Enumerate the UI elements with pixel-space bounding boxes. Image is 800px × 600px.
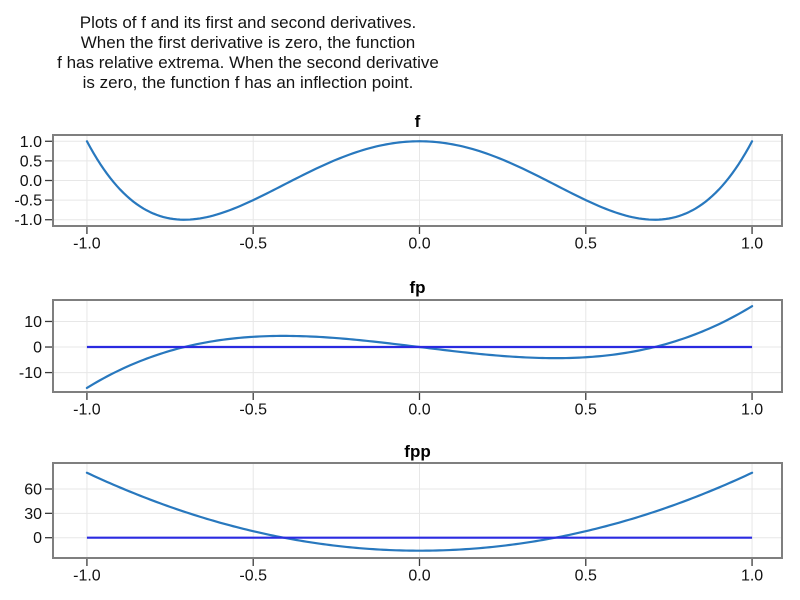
x-tick-label: -1.0 (73, 402, 101, 419)
y-tick-label: 0 (33, 340, 42, 357)
caption-line-4: is zero, the function f has an inflectio… (82, 73, 414, 92)
series-curve-fpp (85, 471, 754, 552)
y-tick-label: 30 (24, 506, 42, 523)
y-tick-label: 0 (33, 530, 42, 547)
y-tick-label: -1.0 (14, 212, 42, 229)
x-tick-label: -0.5 (239, 568, 267, 585)
caption-line-1: Plots of f and its first and second deri… (79, 13, 417, 32)
x-tick-label: -0.5 (239, 236, 267, 253)
series-curve-f (85, 140, 754, 221)
plot-panel-f: -1.0 -0.5 0.0 0.5 1.0 1.0 0.5 0.0 -0.5 -1.0 (14, 134, 783, 253)
y-tick-label: 0.0 (20, 173, 42, 190)
x-tick-label: -1.0 (73, 236, 101, 253)
y-tick-label: 10 (24, 314, 42, 331)
x-tick-label: -0.5 (239, 402, 267, 419)
plot-title-fpp: fpp (404, 442, 431, 461)
plot-panel-fp: -1.0 -0.5 0.0 0.5 1.0 10 0 -10 (19, 299, 783, 419)
plot-title-fp: fp (409, 278, 426, 297)
figure-caption: Plots of f and its first and second deri… (13, 13, 483, 93)
x-tick-label: 0.0 (408, 402, 430, 419)
x-tick-label: 0.0 (408, 568, 430, 585)
y-tick-label: -10 (19, 365, 42, 382)
x-tick-label: -1.0 (73, 568, 101, 585)
panel-border (52, 134, 783, 227)
caption-line-2: When the first derivative is zero, the f… (80, 33, 416, 52)
caption-line-3: f has relative extrema. When the second … (57, 53, 439, 72)
y-tick-label: 1.0 (20, 134, 42, 151)
x-tick-label: 0.5 (575, 568, 597, 585)
panel-border (52, 462, 783, 559)
x-tick-label: 0.5 (575, 236, 597, 253)
plot-title-f: f (414, 112, 421, 131)
panel-border (52, 299, 783, 393)
y-tick-label: -0.5 (14, 193, 42, 210)
y-tick-label: 60 (24, 481, 42, 498)
x-tick-label: 1.0 (741, 568, 763, 585)
x-tick-label: 0.0 (408, 236, 430, 253)
x-tick-label: 1.0 (741, 402, 763, 419)
x-tick-label: 1.0 (741, 236, 763, 253)
plot-panel-fpp: -1.0 -0.5 0.0 0.5 1.0 60 30 0 (24, 462, 783, 585)
y-tick-label: 0.5 (20, 153, 42, 170)
x-tick-label: 0.5 (575, 402, 597, 419)
